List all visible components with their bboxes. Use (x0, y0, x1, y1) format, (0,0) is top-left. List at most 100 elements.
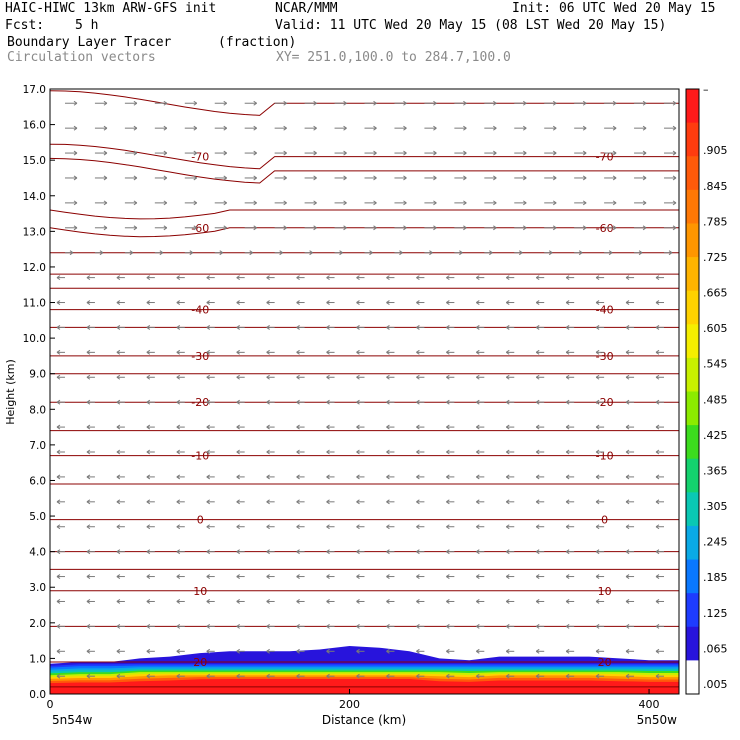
wind-vector-head (326, 524, 330, 530)
wind-vector-head (505, 374, 510, 380)
wind-vector-head (266, 424, 270, 430)
wind-vector-head (236, 325, 240, 330)
isotherm-label: -20 (191, 396, 209, 409)
wind-vector-head (552, 150, 557, 156)
wind-vector-head (223, 200, 228, 206)
wind-vector-head (386, 300, 390, 305)
wind-vector-head (206, 549, 211, 555)
colorbar-swatch (686, 257, 699, 292)
wind-vector-head (535, 574, 540, 579)
colorbar-label: .545 (703, 358, 728, 371)
colorbar-swatch (686, 425, 699, 460)
wind-vector-head (86, 399, 91, 405)
wind-vector-head (356, 524, 360, 530)
wind-vector-head (73, 200, 78, 206)
wind-vector-head (223, 100, 228, 106)
wind-vector-head (356, 275, 360, 281)
wind-vector-head (266, 524, 270, 530)
wind-vector-head (116, 499, 121, 505)
colorbar-swatch (686, 324, 699, 359)
wind-vector-head (326, 623, 330, 629)
wind-vector-head (655, 524, 660, 530)
wind-vector-head (283, 175, 287, 181)
wind-vector-head (56, 524, 61, 530)
wind-vector-head (565, 549, 570, 555)
wind-vector-head (296, 549, 300, 555)
wind-vector-head (582, 125, 587, 131)
wind-vector-head (326, 549, 330, 555)
wind-vector-head (505, 499, 510, 505)
wind-vector-head (416, 599, 420, 604)
wind-vector-head (522, 100, 527, 106)
wind-vector-head (446, 524, 450, 530)
wind-vector-head (236, 648, 240, 654)
wind-vector-head (193, 175, 198, 181)
wind-vector-head (565, 474, 570, 480)
colorbar-swatch (686, 559, 699, 594)
wind-vector-head (176, 549, 181, 555)
wind-vector-head (416, 300, 420, 305)
wind-vector-head (625, 349, 630, 355)
wind-vector-head (446, 673, 450, 679)
wind-vector-head (552, 175, 557, 181)
wind-vector-head (386, 374, 390, 380)
wind-vector-head (236, 374, 240, 380)
wind-vector-head (373, 225, 377, 231)
wind-vector-head (86, 599, 91, 604)
wind-vector-head (116, 599, 121, 604)
wind-vector-head (253, 150, 257, 156)
wind-vector-head (163, 150, 168, 156)
wind-vector-head (103, 150, 108, 156)
wind-vector-head (386, 599, 390, 604)
wind-vector-head (416, 574, 420, 579)
colorbar-label: .065 (703, 642, 728, 655)
wind-vector-head (625, 424, 630, 430)
wind-vector-head (146, 300, 151, 305)
isotherm-label: -10 (596, 450, 614, 463)
colorbar-frame (685, 88, 700, 695)
wind-vector-head (253, 200, 257, 206)
wind-vector-head (565, 325, 570, 330)
wind-vector-head (476, 474, 480, 480)
y-tick-label: 16.0 (23, 120, 46, 132)
wind-vector-head (356, 374, 360, 380)
wind-vector-head (176, 474, 181, 480)
isotherm-label: 0 (601, 514, 608, 527)
wind-vector-head (403, 175, 407, 181)
wind-vector-head (116, 275, 121, 281)
wind-vector-head (612, 225, 617, 231)
wind-vector-head (565, 275, 570, 281)
wind-vector-head (535, 648, 540, 654)
wind-vector-head (672, 150, 677, 156)
wind-vector-head (505, 349, 510, 355)
wind-vector-head (279, 250, 283, 256)
wind-vector-head (133, 100, 138, 106)
wind-vector-head (655, 574, 660, 579)
y-tick-label: 9.0 (29, 369, 46, 381)
isotherm-label: -20 (596, 396, 614, 409)
wind-vector-head (146, 374, 151, 380)
wind-vector-head (505, 623, 510, 629)
wind-vector-head (476, 499, 480, 505)
wind-vector-head (625, 374, 630, 380)
wind-vector-head (56, 449, 61, 455)
wind-vector-head (463, 225, 467, 231)
wind-vector-head (672, 175, 677, 181)
wind-vector-head (416, 424, 420, 430)
wind-vector-head (56, 673, 61, 679)
wind-vector-head (655, 325, 660, 330)
wind-vector-head (146, 673, 151, 679)
y-tick-label: 2.0 (29, 618, 46, 630)
wind-vector-head (253, 175, 257, 181)
wind-vector-head (535, 623, 540, 629)
wind-vector-head (416, 623, 420, 629)
wind-vector-head (386, 574, 390, 579)
wind-vector-head (56, 374, 61, 380)
y-tick-label: 11.0 (23, 298, 46, 310)
wind-vector-head (283, 200, 287, 206)
wind-vector-head (476, 349, 480, 355)
colorbar-label: .905 (703, 144, 728, 157)
isotherm-label: -10 (191, 450, 209, 463)
wind-vector-head (608, 250, 613, 256)
